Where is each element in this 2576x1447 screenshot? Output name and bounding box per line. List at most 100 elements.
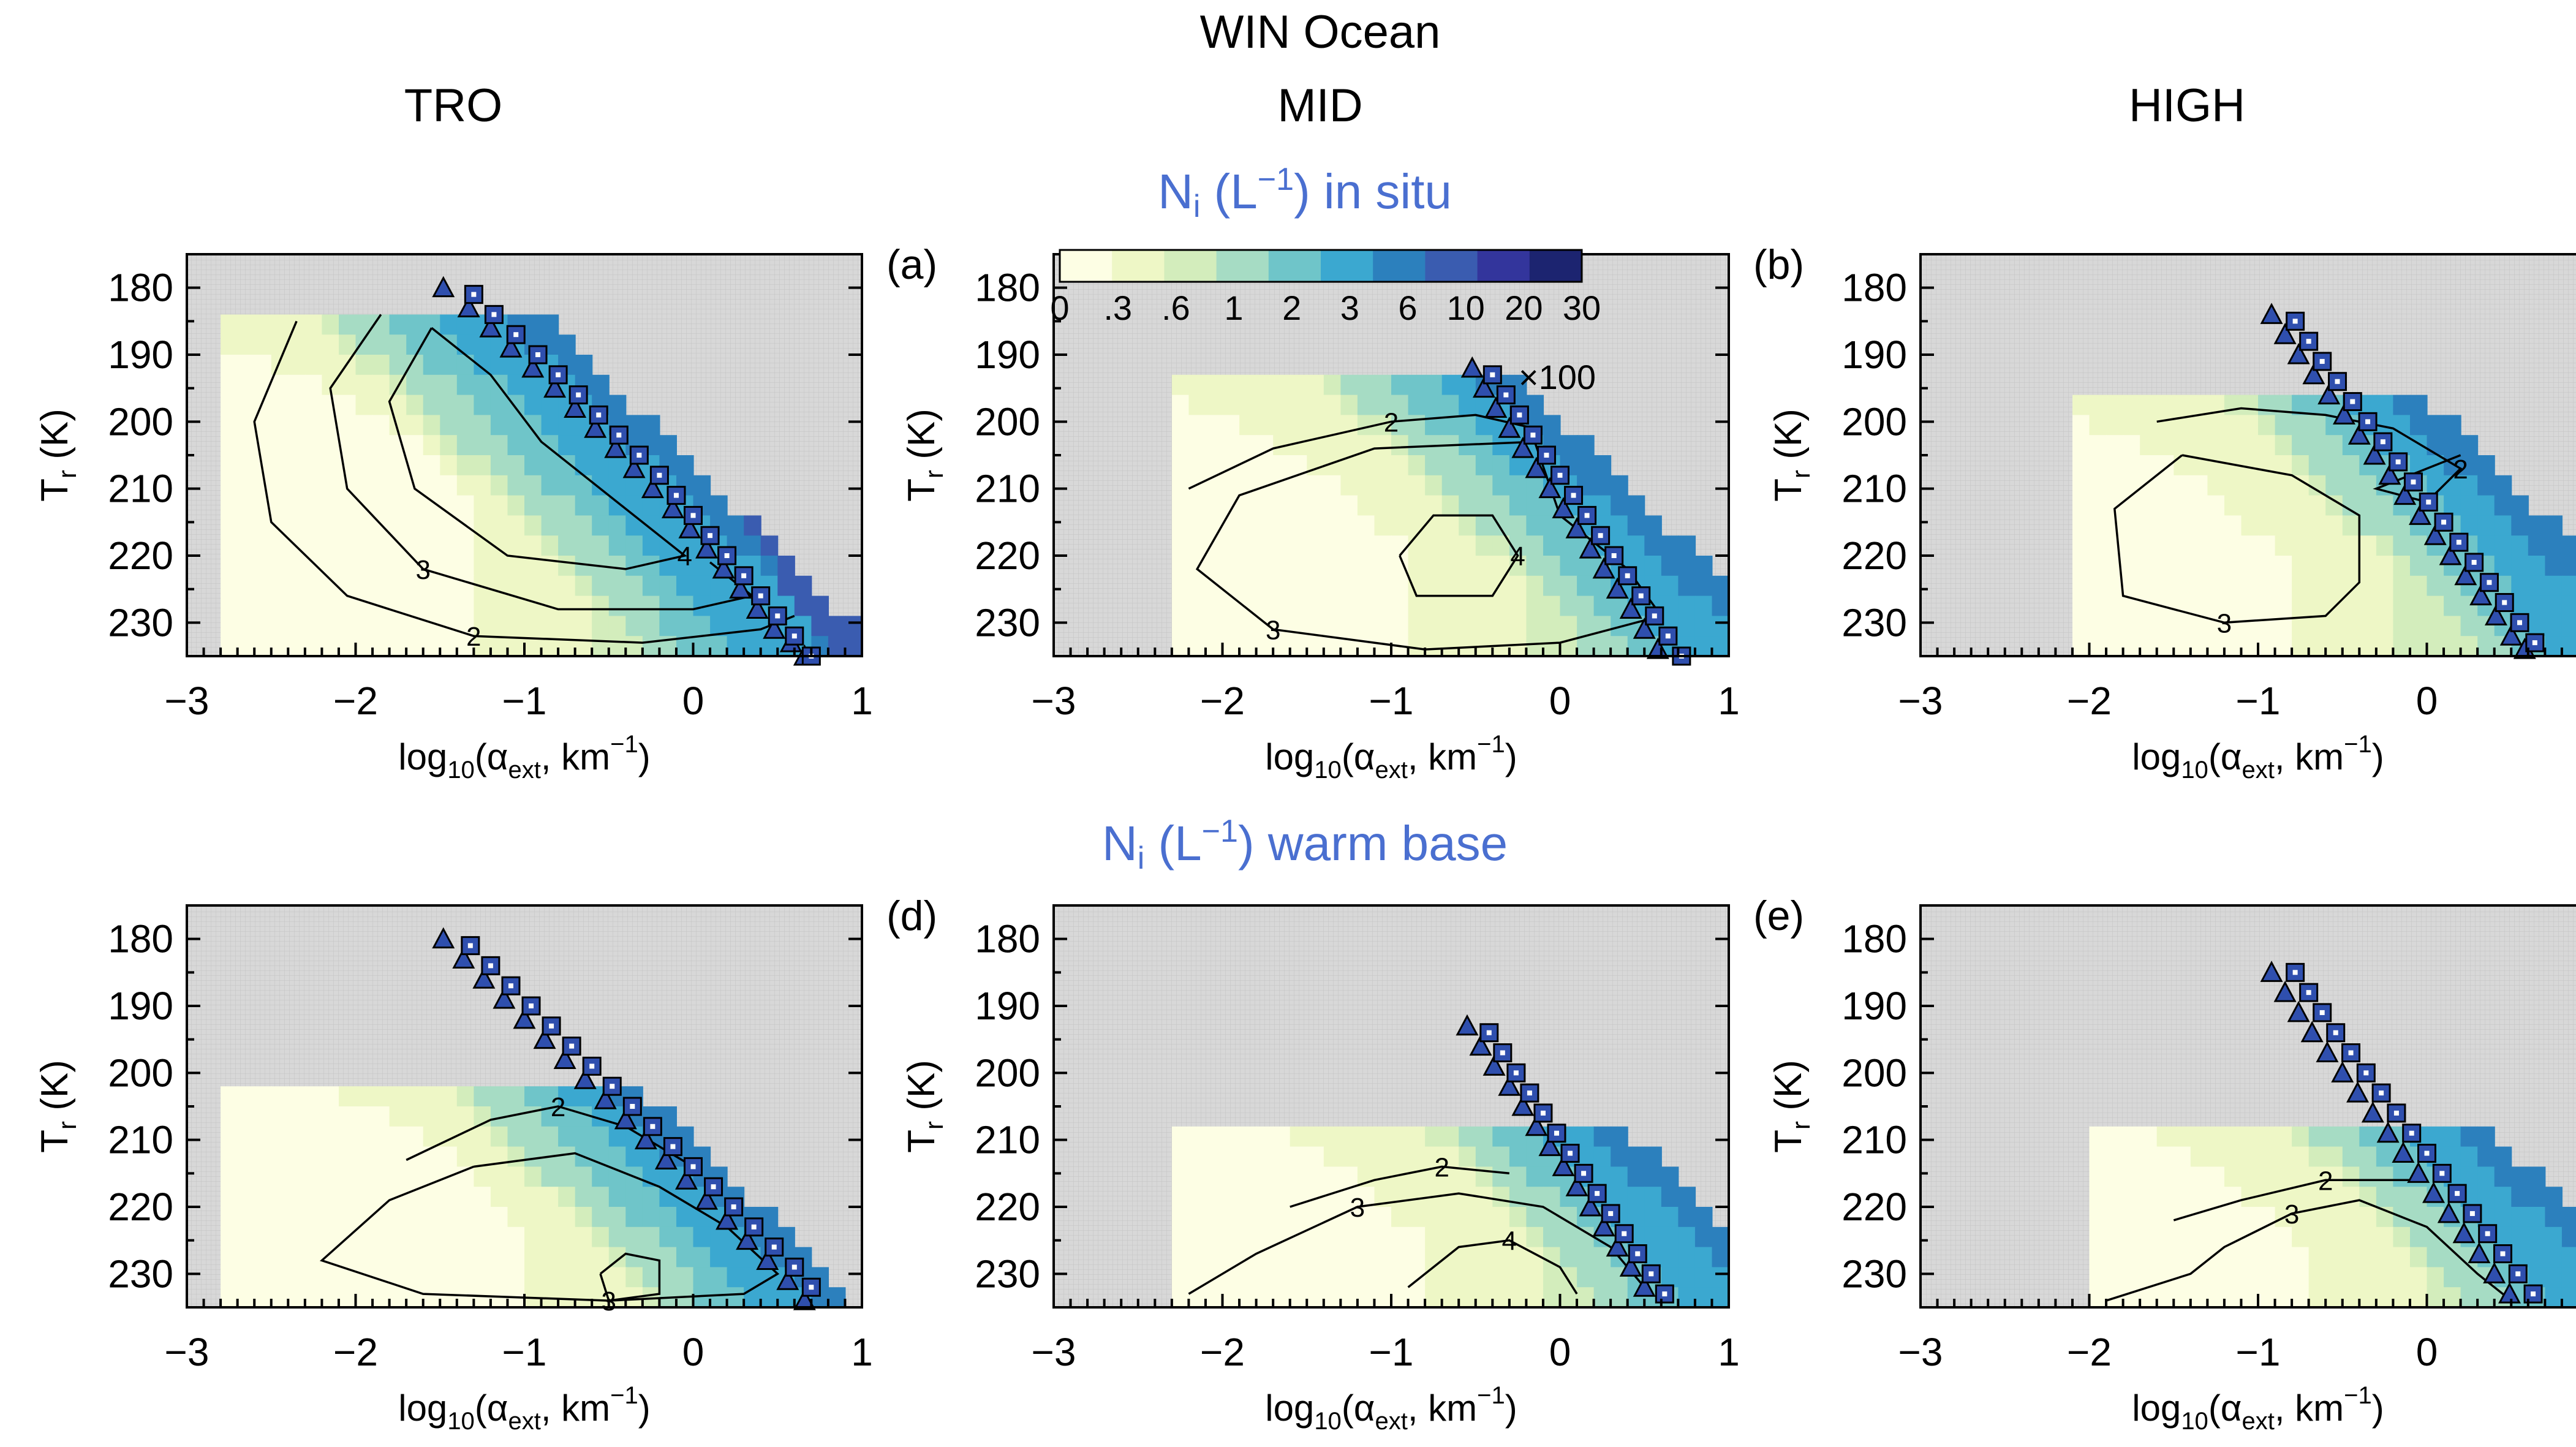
triangle-marker <box>2437 1201 2460 1223</box>
y-tick-label: 180 <box>975 266 1040 310</box>
heatmap-cell <box>322 1267 339 1288</box>
x-tick-label: −3 <box>1032 679 1076 723</box>
heatmap-cell <box>2275 1166 2293 1188</box>
heatmap-cell <box>406 435 424 456</box>
x-axis-label-part: −1 <box>2344 1382 2372 1409</box>
y-tick-label: 210 <box>975 467 1040 511</box>
heatmap-cell <box>389 314 407 336</box>
heatmap-cell <box>1425 1267 1443 1288</box>
triangle-marker <box>1498 1075 1521 1096</box>
heatmap-cell <box>1611 636 1628 657</box>
heatmap-cell <box>1408 1226 1426 1248</box>
heatmap-cell <box>1256 495 1274 516</box>
heatmap-cell <box>1459 595 1476 617</box>
square-marker <box>1628 1244 1647 1264</box>
heatmap-cell <box>221 556 238 576</box>
heatmap-cell <box>2258 556 2276 576</box>
heatmap-cell <box>1357 1247 1375 1268</box>
heatmap-cell <box>2190 435 2208 456</box>
heatmap-cell <box>372 374 390 396</box>
heatmap-cell <box>1475 595 1494 617</box>
heatmap-cell <box>2123 1146 2141 1168</box>
heatmap-cell <box>304 1207 323 1228</box>
heatmap-cell <box>524 575 542 597</box>
heatmap-cell <box>1374 1267 1392 1288</box>
heatmap-cell <box>237 1086 255 1107</box>
heatmap-cell <box>1694 595 1713 617</box>
square-marker-dot <box>1571 493 1576 498</box>
heatmap-cell <box>1239 495 1257 516</box>
heatmap-cell <box>423 616 441 637</box>
heatmap-cell <box>2494 1226 2512 1248</box>
heatmap-cell <box>2308 415 2327 436</box>
heatmap-cell <box>1222 1207 1241 1228</box>
heatmap-cell <box>406 1207 424 1228</box>
heatmap-cell <box>271 1207 289 1228</box>
heatmap-cell <box>1256 556 1274 576</box>
colorbar-frame <box>1059 249 1583 283</box>
heatmap-cell <box>2376 1247 2394 1268</box>
heatmap-cell <box>2224 575 2242 597</box>
triangle-marker <box>2484 604 2507 625</box>
triangle-marker <box>2347 423 2371 445</box>
heatmap-cell <box>355 1086 374 1107</box>
heatmap-cell <box>1323 556 1342 576</box>
heatmap-cell <box>693 616 711 637</box>
heatmap-cell <box>1239 1207 1257 1228</box>
heatmap-cell <box>1171 535 1190 556</box>
heatmap-cell <box>659 1166 677 1188</box>
heatmap-cell <box>2207 1287 2225 1308</box>
heatmap-cell <box>237 374 255 396</box>
square-marker-dot <box>1490 372 1495 377</box>
heatmap-cell <box>2444 1267 2461 1288</box>
heatmap-cell <box>2190 475 2208 496</box>
heatmap-cell <box>592 1226 610 1248</box>
y-axis-label-part: r <box>920 1121 948 1130</box>
x-tick-label: 1 <box>851 1330 873 1374</box>
heatmap-cell <box>1239 1126 1257 1147</box>
heatmap-cell <box>2325 455 2343 476</box>
x-axis-label-part: log <box>1265 1388 1314 1429</box>
triangle-marker <box>2393 483 2417 505</box>
y-tick-label: 200 <box>1841 399 1907 444</box>
heatmap-cell <box>1323 595 1342 617</box>
heatmap-cell <box>710 595 728 617</box>
heatmap-cell <box>474 616 491 637</box>
heatmap-cell <box>507 616 526 637</box>
heatmap-cell <box>1526 1226 1544 1248</box>
triangle-marker <box>716 1208 739 1230</box>
heatmap-cell <box>2477 495 2495 516</box>
heatmap-cell <box>760 636 779 657</box>
square-marker-dot <box>1568 1150 1573 1156</box>
heatmap-cell <box>440 1187 458 1207</box>
heatmap-cell <box>2292 636 2310 657</box>
colorbar-swatch <box>1373 250 1426 282</box>
heatmap-cell <box>1425 455 1443 476</box>
heatmap-cell <box>2292 475 2310 496</box>
heatmap-cell <box>1256 1207 1274 1228</box>
heatmap-cell <box>2156 395 2175 416</box>
heatmap-cell <box>1374 455 1392 476</box>
heatmap-cell <box>389 1226 407 1248</box>
x-axis-label-part: ) <box>1505 1388 1517 1429</box>
heatmap-cell <box>304 1287 323 1308</box>
heatmap-cell <box>1459 575 1476 597</box>
heatmap-cell <box>372 495 390 516</box>
heatmap-cell <box>2494 556 2512 576</box>
heatmap-cell <box>1323 495 1342 516</box>
heatmap-cell <box>1374 575 1392 597</box>
square-marker-dot <box>711 1184 716 1190</box>
contour-line <box>2113 454 2361 624</box>
heatmap-cell <box>456 395 475 416</box>
heatmap-cell <box>1678 1247 1696 1268</box>
heatmap-cell <box>1273 1267 1291 1288</box>
heatmap-cell <box>2511 1226 2529 1248</box>
heatmap-cell <box>2106 616 2124 637</box>
heatmap-cell <box>2477 1166 2495 1188</box>
heatmap-cell <box>1307 1287 1324 1308</box>
heatmap-cell <box>1256 1126 1274 1147</box>
y-axis-label: Tr (K) <box>34 1060 81 1153</box>
heatmap-cell <box>1425 1247 1443 1268</box>
heatmap-cell <box>1509 1267 1527 1288</box>
heatmap-cell <box>659 595 677 617</box>
